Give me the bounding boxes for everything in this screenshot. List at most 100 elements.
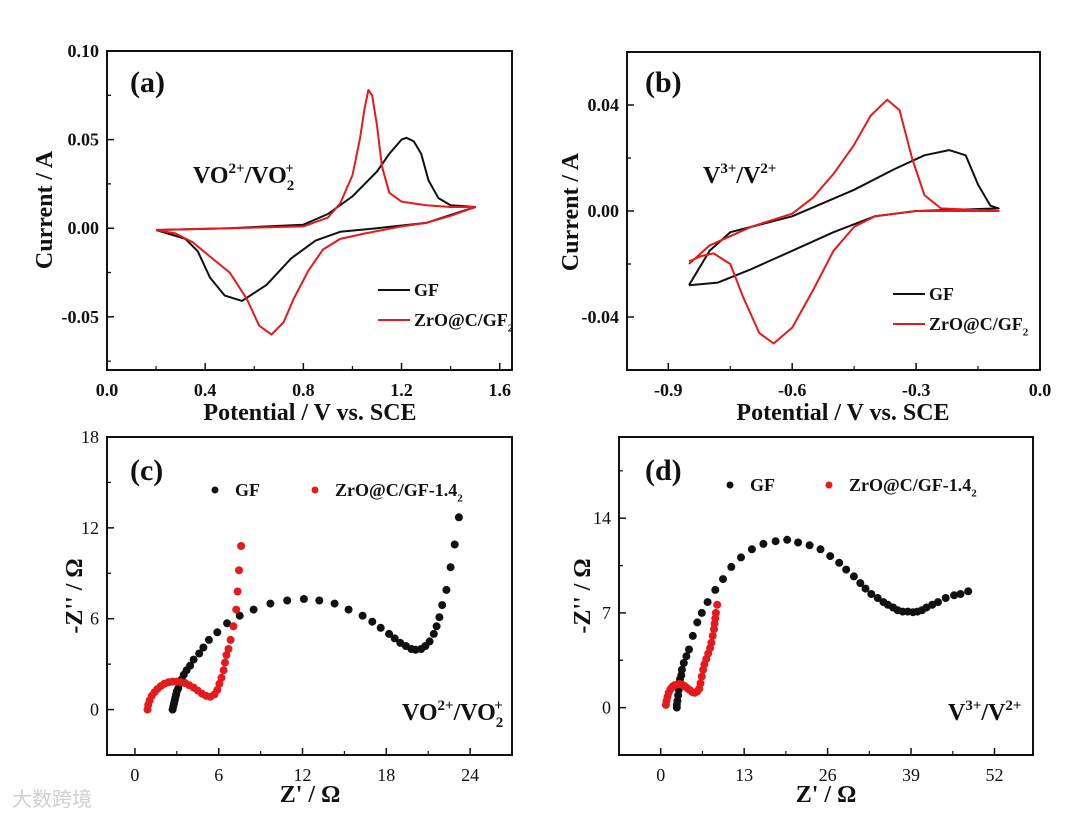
series-ZrO2-C-GF-1-4 bbox=[143, 542, 246, 714]
panel-label: (c) bbox=[130, 454, 163, 487]
x-axis-label: Z' / Ω bbox=[796, 782, 857, 808]
redox-annotation-a: VO bbox=[193, 163, 229, 189]
x-tick-label: -0.6 bbox=[778, 380, 807, 400]
series-ZrO2-C-GF bbox=[155, 89, 477, 336]
legend-label: ZrO@C/GF2 bbox=[414, 310, 514, 334]
x-tick-label: 1.6 bbox=[488, 380, 511, 400]
series-ZrO2-C-GF-1-4 bbox=[661, 600, 722, 709]
legend-item-1: ZrO@C/GF2 bbox=[378, 310, 514, 334]
panel-a: 0.0 0.4 0.8 1.2 1.6 -0.05 0.00 0.05 0.10 Potentia… bbox=[32, 41, 514, 426]
legend-label-sub: 2 bbox=[508, 322, 514, 334]
data-point bbox=[299, 595, 308, 603]
y-axis-label: Current / A bbox=[558, 152, 584, 271]
data-point bbox=[249, 605, 258, 614]
legend-marker bbox=[726, 481, 734, 489]
data-point bbox=[783, 535, 792, 544]
data-point bbox=[229, 622, 238, 631]
y-tick-label: 0.00 bbox=[68, 218, 100, 238]
data-point bbox=[237, 542, 246, 550]
x-axis-label: Z' / Ω bbox=[280, 782, 341, 808]
data-point bbox=[358, 611, 367, 620]
data-point bbox=[221, 658, 229, 667]
data-point bbox=[693, 618, 702, 627]
series-GF bbox=[155, 136, 477, 302]
data-point bbox=[737, 553, 745, 562]
data-point bbox=[432, 622, 441, 631]
y-axis-label: -Z'' / Ω bbox=[62, 558, 88, 633]
y-tick-label: 0.05 bbox=[68, 130, 100, 150]
data-point bbox=[703, 598, 712, 607]
x-tick-label: -0.3 bbox=[902, 380, 931, 400]
legend-label: GF bbox=[750, 475, 775, 495]
series-GF bbox=[672, 535, 973, 712]
legend-label-sub: 2 bbox=[1023, 326, 1029, 338]
legend-label-a: ZrO bbox=[929, 314, 963, 334]
redox-annotation-sup2: + bbox=[494, 698, 503, 714]
y-tick-label: 18 bbox=[81, 427, 99, 447]
x-tick-label: 26 bbox=[819, 765, 837, 785]
redox-annotation-a: V bbox=[703, 163, 721, 189]
cv-curve-GF bbox=[688, 149, 1000, 287]
plot-frame bbox=[106, 436, 513, 756]
redox-annotation-sup1: 3+ bbox=[965, 698, 981, 714]
data-point bbox=[816, 545, 825, 554]
data-point bbox=[213, 685, 222, 694]
watermark: 大数跨境 bbox=[12, 787, 92, 811]
x-axis-label: Potential / V vs. SCE bbox=[736, 400, 949, 426]
legend-label-b: @C/GF bbox=[963, 314, 1023, 334]
y-tick-label: 0 bbox=[90, 700, 99, 720]
legend-label: GF bbox=[235, 480, 260, 500]
data-point bbox=[429, 629, 438, 638]
legend-label-a: ZrO bbox=[335, 480, 369, 500]
data-point bbox=[956, 590, 965, 598]
data-point bbox=[708, 631, 717, 640]
data-point bbox=[454, 513, 463, 522]
data-point bbox=[204, 635, 213, 644]
redox-annotation-b: /VO bbox=[244, 163, 287, 189]
legend-item-1: ZrO@C/GF-1.42 bbox=[825, 475, 977, 499]
legend-label-b: @C/GF-1.4 bbox=[369, 480, 457, 500]
data-point bbox=[682, 652, 691, 661]
legend-label-b: @C/GF-1.4 bbox=[883, 475, 971, 495]
panel-label: (d) bbox=[645, 454, 682, 487]
x-tick-label: -0.9 bbox=[654, 380, 683, 400]
data-point bbox=[835, 558, 844, 567]
redox-annotation-b: /V bbox=[980, 700, 1006, 726]
panel-b: -0.9 -0.6 -0.3 0.0 -0.04 0.00 0.04 Potential / … bbox=[558, 51, 1052, 426]
data-point bbox=[315, 596, 324, 605]
data-point bbox=[696, 679, 705, 688]
data-point bbox=[219, 666, 228, 675]
series-ZrO2-C-GF bbox=[688, 98, 1000, 345]
redox-annotation-b: /VO bbox=[453, 700, 496, 726]
data-point bbox=[226, 635, 235, 644]
data-point bbox=[727, 562, 736, 571]
plot-frame bbox=[106, 50, 513, 371]
legend-item-0: GF bbox=[893, 284, 954, 304]
y-tick-label: -0.05 bbox=[62, 307, 100, 327]
panel-d: 0 13 26 39 52 0 7 14 Z' / Ω -Z'' / Ω (d) V3+/V2+ GF Z… bbox=[570, 436, 1034, 808]
y-tick-label: 0 bbox=[602, 698, 611, 718]
data-point bbox=[222, 651, 231, 660]
data-point bbox=[771, 537, 780, 546]
data-point bbox=[235, 611, 244, 620]
redox-annotation-sub: 2 bbox=[496, 715, 504, 731]
legend-label-b: @C/GF bbox=[448, 310, 508, 330]
y-tick-label: 6 bbox=[90, 609, 99, 629]
redox-annotation-sup2: 2+ bbox=[760, 161, 776, 177]
data-point bbox=[283, 596, 292, 605]
data-point bbox=[368, 617, 377, 626]
redox-annotation-sup1: 2+ bbox=[438, 698, 454, 714]
series-GF bbox=[168, 513, 463, 714]
data-point bbox=[934, 598, 942, 607]
data-point bbox=[697, 608, 706, 617]
redox-annotation: V3+/V2+ bbox=[948, 698, 1021, 726]
legend-item-0: GF bbox=[726, 475, 775, 495]
x-tick-label: 39 bbox=[902, 765, 920, 785]
x-tick-label: 0.0 bbox=[1029, 380, 1052, 400]
data-point bbox=[235, 566, 243, 575]
redox-annotation-sub: 2 bbox=[287, 178, 295, 194]
redox-annotation-sup1: 2+ bbox=[229, 161, 245, 177]
legend-item-0: GF bbox=[378, 280, 439, 300]
legend-label-sub: 2 bbox=[457, 492, 463, 504]
